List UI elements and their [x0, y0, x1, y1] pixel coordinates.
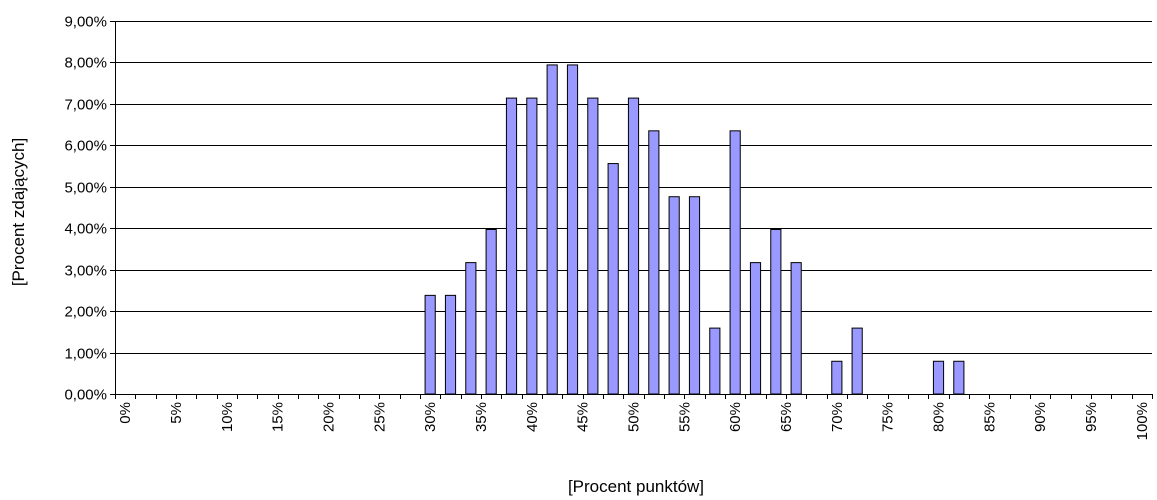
x-tick-label: 100%	[1134, 402, 1151, 440]
bar	[485, 228, 497, 395]
y-tick-label: 6,00%	[64, 138, 107, 155]
y-tick-labels: 0,00% 1,00% 2,00% 3,00% 4,00% 5,00% 6,00% 7,00%…	[64, 14, 107, 404]
bar	[953, 360, 965, 395]
bar	[424, 294, 436, 395]
bar	[932, 360, 945, 395]
bar	[444, 294, 457, 395]
x-tick-label: 25%	[371, 402, 388, 432]
x-tick-label: 30%	[422, 402, 439, 432]
x-tick-label: 55%	[676, 402, 693, 432]
bar	[546, 64, 558, 395]
x-tick-label: 5%	[168, 402, 185, 424]
y-tick-label: 8,00%	[64, 55, 107, 72]
bar	[729, 130, 741, 395]
bar	[851, 327, 863, 395]
bar	[607, 163, 619, 395]
y-tick-label: 4,00%	[64, 221, 107, 238]
y-tick-label: 1,00%	[64, 346, 107, 363]
x-axis-title: [Procent punktów]	[568, 477, 704, 496]
bar	[566, 64, 579, 395]
bar	[709, 327, 721, 395]
axes	[110, 21, 1153, 399]
x-tick-label: 40%	[524, 402, 541, 432]
y-axis-title: [Procent zdających]	[9, 138, 28, 286]
bar	[587, 97, 599, 395]
bar	[648, 130, 660, 395]
bar	[526, 97, 538, 395]
x-tick-label: 50%	[626, 402, 643, 432]
y-tick-label: 5,00%	[64, 180, 107, 197]
bar	[790, 262, 802, 395]
x-tick-label: 0%	[117, 402, 134, 424]
x-tick-label: 15%	[270, 402, 287, 432]
bar	[465, 262, 477, 395]
x-tick-label: 20%	[321, 402, 338, 432]
bar	[770, 228, 782, 395]
x-tick-label: 35%	[473, 402, 490, 432]
x-tick-label: 45%	[575, 402, 592, 432]
bar	[668, 196, 680, 395]
y-tick-label: 9,00%	[64, 14, 107, 31]
y-tick-label: 2,00%	[64, 304, 107, 321]
y-tick-label: 0,00%	[64, 387, 107, 404]
x-tick-label: 10%	[219, 402, 236, 432]
bar	[627, 97, 640, 395]
x-tick-label: 75%	[880, 402, 897, 432]
y-tick-label: 7,00%	[64, 97, 107, 114]
x-tick-label: 90%	[1032, 402, 1049, 432]
y-tick-label: 3,00%	[64, 263, 107, 280]
x-tick-label: 70%	[829, 402, 846, 432]
bars	[424, 64, 965, 395]
bar	[749, 262, 762, 395]
x-tick-label: 65%	[778, 402, 795, 432]
bar	[688, 196, 701, 395]
bar	[505, 97, 518, 395]
x-tick-label: 95%	[1083, 402, 1100, 432]
x-tick-labels: 0% 5% 10% 15% 20% 25% 30% 35% 40% 45% 50% 55% 60% 65%…	[117, 402, 1151, 440]
x-tick-label: 60%	[727, 402, 744, 432]
x-tick-label: 80%	[931, 402, 948, 432]
bar	[831, 360, 843, 395]
x-tick-label: 85%	[981, 402, 998, 432]
